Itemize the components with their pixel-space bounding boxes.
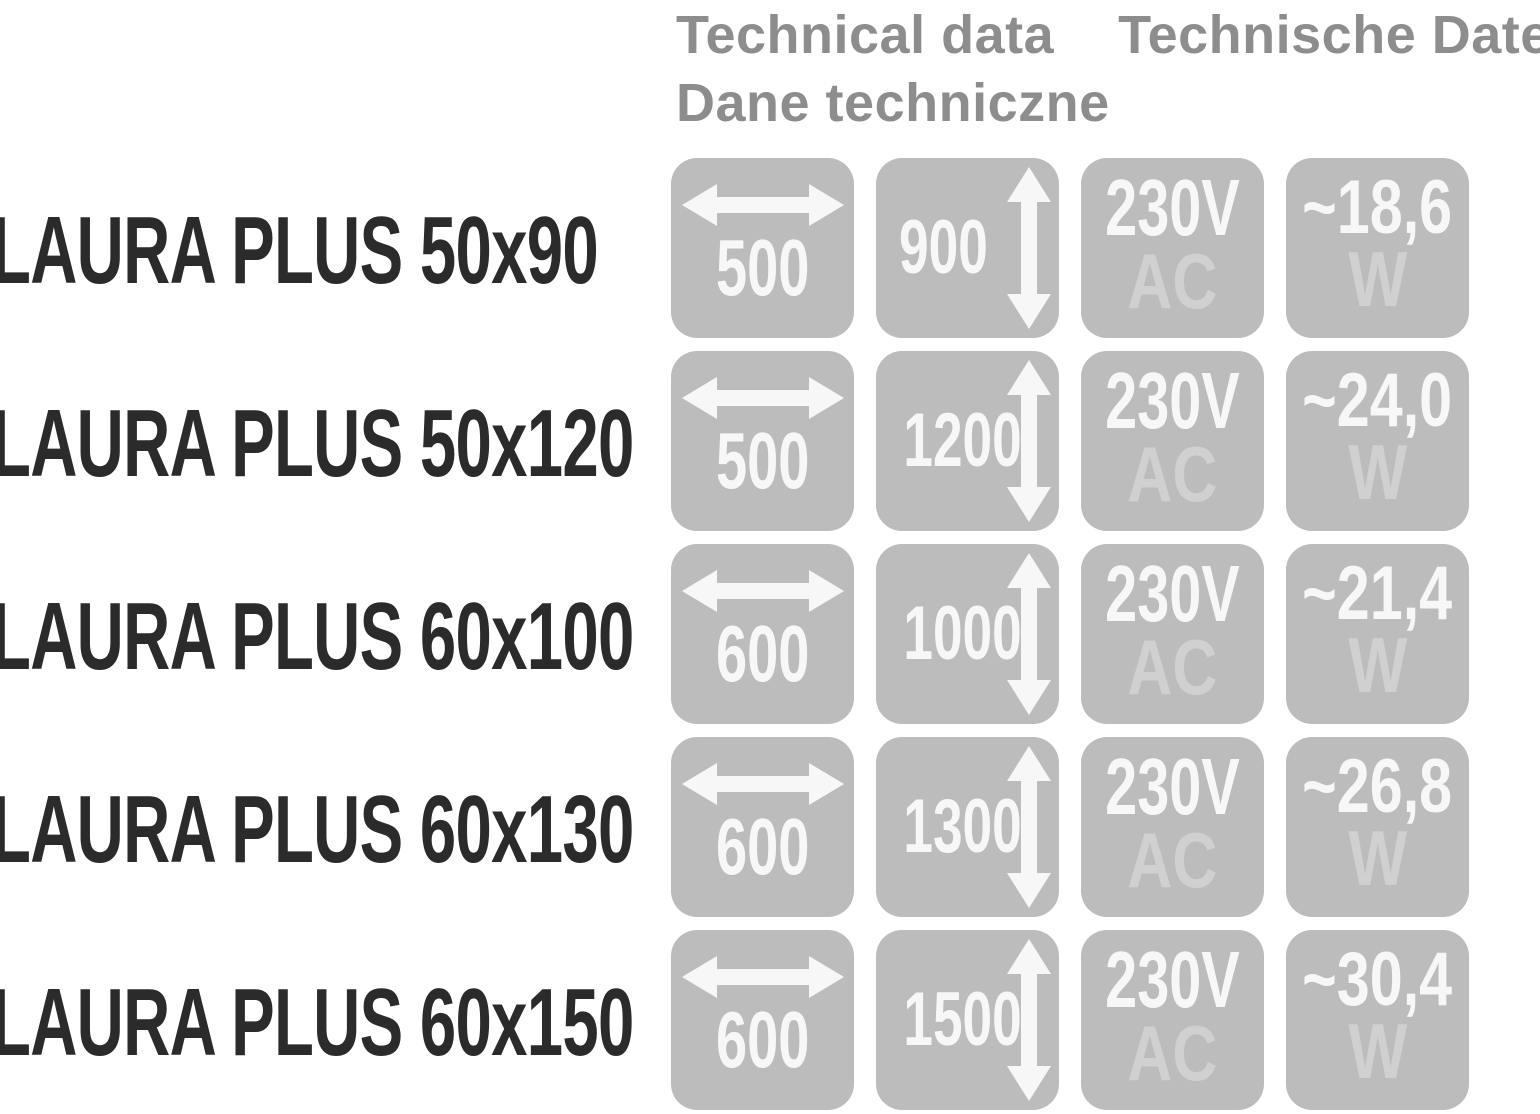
height-value: 1300 (903, 784, 1022, 869)
height-arrow-icon (1006, 166, 1052, 330)
product-row: LAURA PLUS 60x100 600 1000 230V AC ~21,4… (0, 544, 1540, 724)
width-tile: 600 (671, 930, 854, 1110)
header-title-pl: Dane techniczne (676, 73, 1110, 133)
width-arrow-icon (681, 376, 845, 420)
height-tile: 900 (876, 158, 1059, 338)
power-tile: ~30,4 W (1286, 930, 1469, 1110)
voltage-value: 230V (1105, 356, 1240, 445)
power-tile: ~18,6 W (1286, 158, 1469, 338)
power-value: ~21,4 (1302, 551, 1453, 636)
voltage-value: 230V (1105, 549, 1240, 638)
voltage-tile: 230V AC (1081, 351, 1264, 531)
width-value: 500 (715, 223, 810, 312)
current-type: AC (1127, 1009, 1218, 1097)
height-value: 1200 (903, 398, 1022, 483)
product-name: LAURA PLUS 50x120 (0, 389, 634, 497)
width-tile: 500 (671, 351, 854, 531)
width-value: 600 (715, 609, 810, 698)
header-title-en: Technical data (676, 5, 1055, 65)
voltage-tile: 230V AC (1081, 544, 1264, 724)
height-tile: 1200 (876, 351, 1059, 531)
product-name: LAURA PLUS 60x100 (0, 582, 634, 690)
current-type: AC (1127, 430, 1218, 518)
power-unit: W (1348, 814, 1407, 902)
product-row: LAURA PLUS 60x150 600 1500 230V AC ~30,4… (0, 930, 1540, 1110)
voltage-tile: 230V AC (1081, 930, 1264, 1110)
power-tile: ~26,8 W (1286, 737, 1469, 917)
height-tile: 1300 (876, 737, 1059, 917)
voltage-value: 230V (1105, 742, 1240, 831)
width-arrow-icon (681, 955, 845, 999)
height-value: 900 (898, 205, 988, 290)
current-type: AC (1127, 237, 1218, 325)
header-title-de: Technische Daten (1118, 5, 1540, 65)
height-value: 1500 (903, 977, 1022, 1062)
power-tile: ~21,4 W (1286, 544, 1469, 724)
product-name: LAURA PLUS 60x150 (0, 968, 634, 1076)
power-unit: W (1348, 235, 1407, 323)
width-tile: 600 (671, 544, 854, 724)
power-value: ~18,6 (1302, 165, 1453, 250)
product-row: LAURA PLUS 50x90 500 900 230V AC ~18,6 W (0, 158, 1540, 338)
current-type: AC (1127, 623, 1218, 711)
width-value: 600 (715, 802, 810, 891)
width-arrow-icon (681, 569, 845, 613)
voltage-tile: 230V AC (1081, 158, 1264, 338)
power-unit: W (1348, 428, 1407, 516)
height-value: 1000 (903, 591, 1022, 676)
power-unit: W (1348, 1007, 1407, 1095)
width-arrow-icon (681, 183, 845, 227)
width-value: 500 (715, 416, 810, 505)
voltage-value: 230V (1105, 163, 1240, 252)
product-row: LAURA PLUS 50x120 500 1200 230V AC ~24,0… (0, 351, 1540, 531)
height-tile: 1500 (876, 930, 1059, 1110)
width-arrow-icon (681, 762, 845, 806)
width-tile: 600 (671, 737, 854, 917)
voltage-value: 230V (1105, 935, 1240, 1024)
power-unit: W (1348, 621, 1407, 709)
power-value: ~30,4 (1302, 937, 1453, 1022)
voltage-tile: 230V AC (1081, 737, 1264, 917)
header-line-1: Technical data Technische Daten (676, 4, 1540, 66)
height-tile: 1000 (876, 544, 1059, 724)
product-name: LAURA PLUS 60x130 (0, 775, 634, 883)
product-row: LAURA PLUS 60x130 600 1300 230V AC ~26,8… (0, 737, 1540, 917)
width-value: 600 (715, 995, 810, 1084)
power-value: ~26,8 (1302, 744, 1453, 829)
product-name: LAURA PLUS 50x90 (0, 196, 599, 304)
power-value: ~24,0 (1302, 358, 1453, 443)
width-tile: 500 (671, 158, 854, 338)
current-type: AC (1127, 816, 1218, 904)
power-tile: ~24,0 W (1286, 351, 1469, 531)
